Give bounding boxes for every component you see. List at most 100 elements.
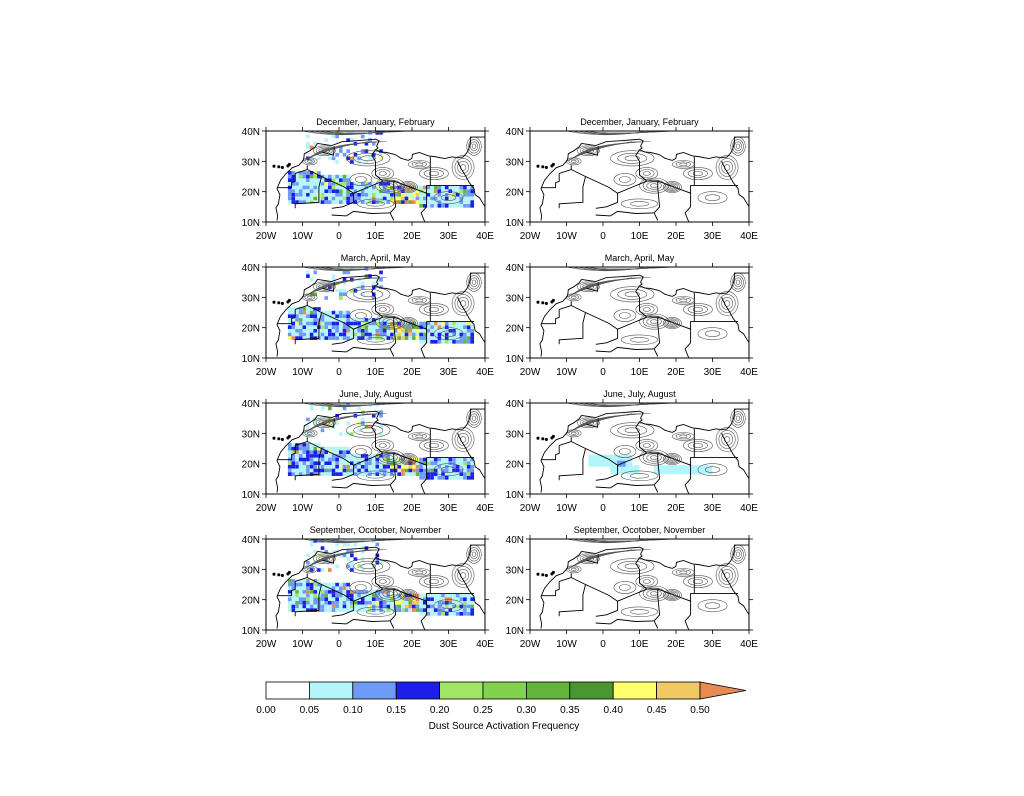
country-border: [558, 311, 619, 345]
dust-cell: [331, 182, 336, 186]
island: [544, 301, 548, 305]
contour-line: [650, 183, 658, 188]
dust-cell: [448, 472, 453, 476]
contour-line: [356, 606, 395, 618]
dust-cell: [463, 340, 467, 344]
dust-cell: [401, 196, 405, 201]
dust-cell: [295, 182, 299, 186]
dust-cell: [298, 332, 303, 337]
dust-cell: [339, 454, 343, 458]
dust-cell: [364, 325, 369, 330]
dust-cell: [306, 332, 310, 337]
dust-cell: [298, 582, 303, 587]
dust-cell: [379, 196, 383, 201]
dust-cell: [298, 174, 303, 179]
dust-cell: [287, 443, 292, 447]
dust-cell: [375, 325, 380, 330]
dust-cell: [287, 461, 292, 466]
dust-cell: [324, 590, 329, 594]
dust-cell: [452, 200, 456, 204]
dust-cell: [404, 200, 409, 204]
dust-cell: [397, 329, 402, 333]
country-border: [635, 421, 648, 454]
dust-cell: [448, 204, 453, 208]
dust-cell: [408, 468, 413, 473]
dust-cell: [404, 601, 409, 605]
dust-cell: [331, 329, 336, 333]
dust-cell: [452, 340, 456, 344]
dust-cell: [302, 174, 307, 179]
dust-cell: [342, 288, 347, 293]
dust-cell: [324, 468, 329, 473]
dust-cell: [386, 200, 391, 204]
dust-cell: [441, 325, 445, 330]
dust-cell: [357, 182, 361, 186]
dust-cell: [371, 413, 376, 418]
contour-line: [470, 413, 478, 423]
latitude-tick-label: 20N: [506, 596, 524, 607]
contour-line: [617, 560, 648, 572]
contour-line: [664, 182, 680, 192]
dust-cell: [335, 542, 339, 547]
dust-cell: [328, 182, 332, 186]
country-border: [393, 156, 431, 194]
dust-cell: [379, 560, 383, 565]
dust-cell: [463, 608, 467, 612]
latitude-tick-label: 20N: [242, 460, 260, 471]
contour-line: [620, 606, 659, 618]
dust-cell: [346, 314, 350, 319]
dust-cell: [331, 586, 336, 591]
dust-cell: [426, 593, 431, 598]
country-border: [322, 554, 335, 564]
dust-cell: [339, 182, 343, 186]
coastline: [581, 544, 749, 569]
dust-cell: [331, 601, 336, 605]
contour-line: [366, 201, 385, 207]
contour-line: [577, 145, 600, 156]
panel-title: September, Ocotober, November: [574, 525, 706, 535]
dust-cell: [328, 417, 332, 422]
dust-cell: [328, 601, 332, 605]
dust-cell: [610, 465, 640, 475]
dust-cell: [371, 332, 376, 337]
dust-cell: [357, 321, 361, 326]
dust-cell: [368, 457, 372, 462]
dust-cell: [328, 582, 332, 587]
contour-line: [630, 201, 649, 207]
contour-line: [609, 558, 655, 575]
island: [287, 570, 291, 574]
dust-cell: [342, 174, 347, 179]
terrain-contours: [566, 131, 746, 210]
dust-cell: [368, 468, 372, 473]
dust-cell: [371, 200, 376, 204]
latitude-tick-label: 20N: [506, 324, 524, 335]
dust-cell: [360, 336, 365, 340]
dust-cell: [339, 553, 343, 558]
dust-cell: [364, 193, 369, 197]
contour-line: [304, 566, 315, 572]
dust-cell: [331, 461, 336, 466]
dust-cell: [419, 476, 423, 480]
island: [277, 437, 281, 441]
dust-cell: [433, 604, 438, 609]
dust-cell: [328, 318, 332, 322]
contour-line: [470, 549, 478, 559]
dust-cell: [309, 307, 314, 311]
longitude-tick-label: 0: [336, 639, 342, 650]
contour-line: [471, 415, 477, 421]
dust-cell: [379, 321, 383, 326]
dust-cell: [298, 171, 303, 175]
dust-cell: [364, 472, 369, 476]
dust-cell: [379, 193, 383, 197]
dust-cell: [317, 590, 321, 594]
dust-cell: [302, 579, 307, 583]
dust-cell: [328, 196, 332, 201]
country-border: [294, 311, 355, 345]
dust-cell: [368, 196, 372, 201]
dust-cell: [313, 457, 318, 462]
dust-cell: [426, 604, 431, 609]
dust-cell: [371, 468, 376, 473]
longitude-tick-label: 40E: [740, 503, 758, 514]
dust-cell: [393, 185, 398, 190]
dust-cell: [346, 174, 350, 179]
